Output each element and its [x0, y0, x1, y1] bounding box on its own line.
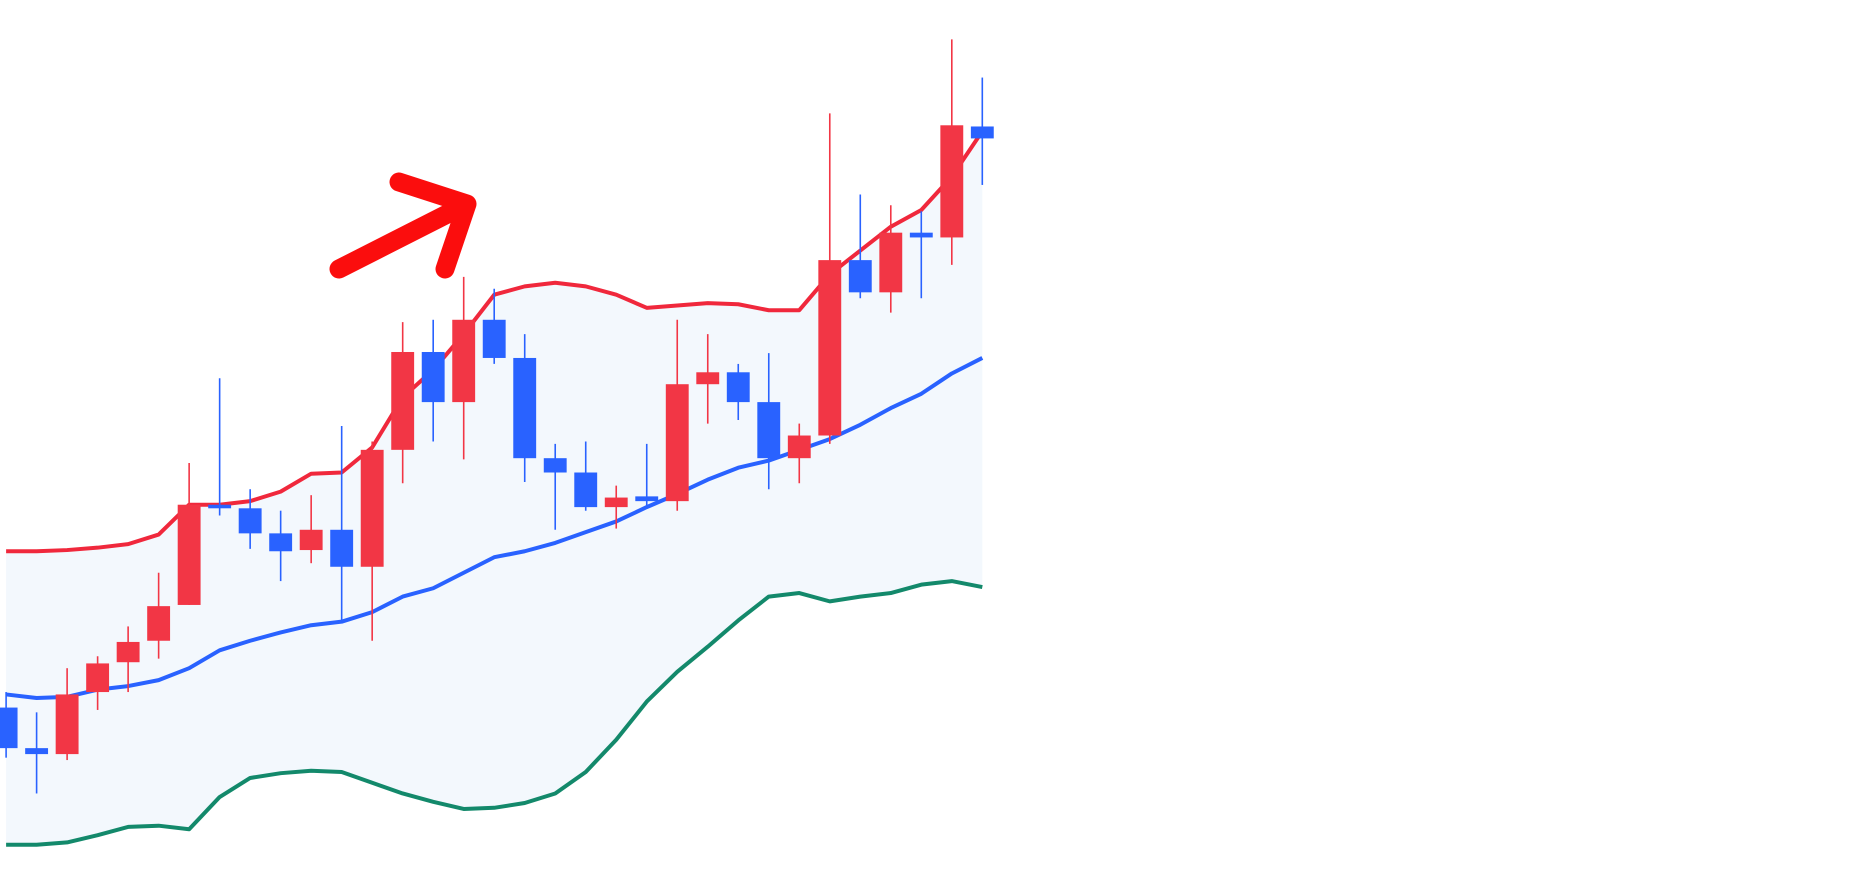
band-line [6, 579, 983, 847]
band-line [5, 356, 984, 701]
candle-body [513, 357, 537, 459]
candle-body [940, 125, 964, 238]
candle-body [208, 504, 232, 509]
candle-body [147, 606, 171, 641]
candle-body [909, 232, 933, 238]
plot-area [0, 39, 994, 847]
candle-body [696, 372, 720, 385]
candle-body [482, 319, 506, 358]
candle-body [330, 529, 354, 567]
candle-body [604, 497, 628, 508]
candle-body [86, 663, 110, 693]
candle-body [848, 260, 872, 293]
candle-body [574, 472, 598, 508]
candle-body [879, 232, 903, 293]
candle-body [0, 707, 18, 749]
candle-body [543, 458, 567, 473]
candle-body [360, 449, 384, 567]
band-fill [6, 131, 983, 845]
candle-body [177, 504, 201, 605]
candle-body [238, 508, 262, 534]
candle-body [665, 384, 689, 502]
candle-body [269, 533, 293, 552]
candle-body [452, 319, 476, 403]
candle-body [299, 529, 323, 551]
candle-body [55, 694, 79, 755]
arrow-annotation [329, 172, 477, 279]
candle-body [391, 351, 415, 450]
candle-body [421, 351, 445, 403]
candle-body [970, 126, 994, 139]
candle-body [116, 641, 140, 663]
candle-body [25, 748, 49, 755]
candle-body [726, 372, 750, 403]
candle-body [757, 402, 781, 459]
candle-body [787, 435, 811, 459]
candle-body [818, 260, 842, 436]
candle-body [635, 496, 659, 502]
